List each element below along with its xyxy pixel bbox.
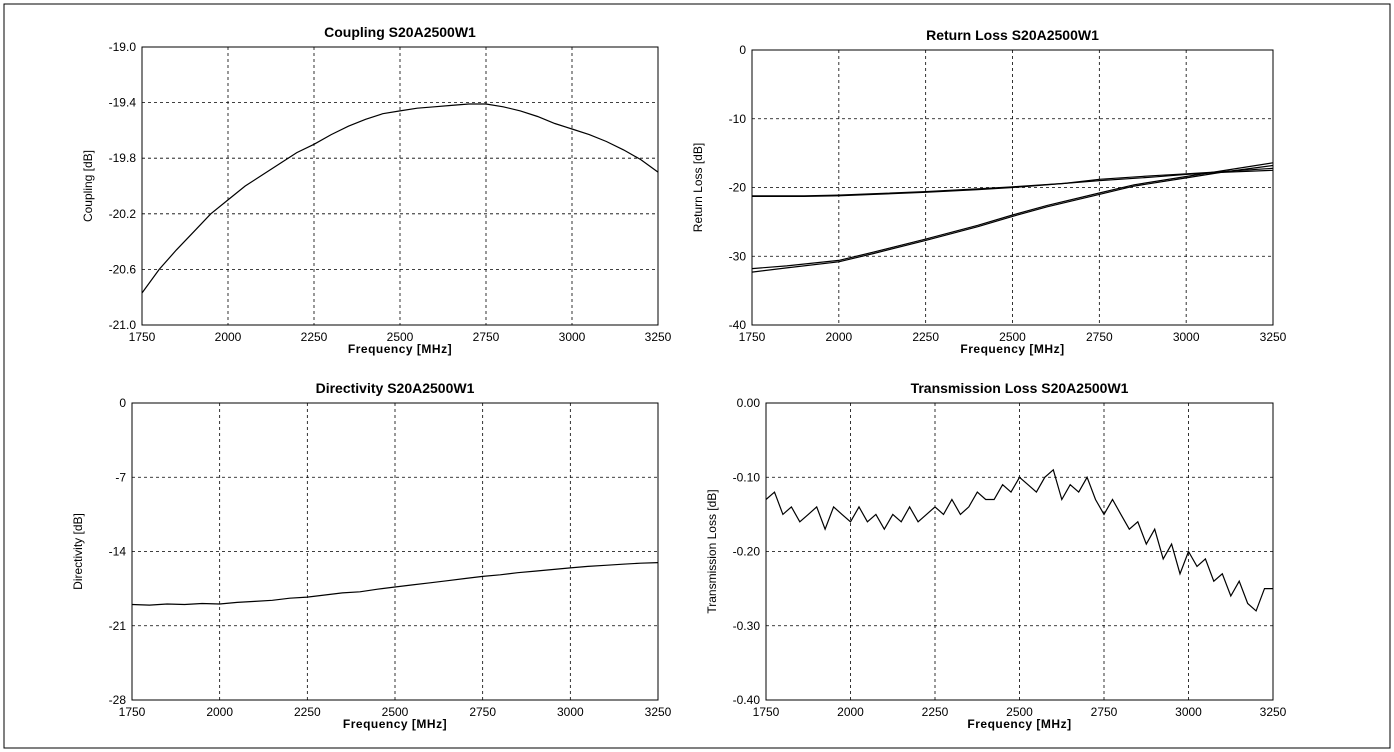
y-tick-label: -30: [729, 249, 747, 263]
x-tick-label: 2500: [387, 330, 414, 344]
x-tick-label: 2750: [1091, 705, 1118, 719]
coupling-title: Coupling S20A2500W1: [324, 24, 476, 40]
x-tick-label: 2250: [912, 330, 939, 344]
directivity-title: Directivity S20A2500W1: [316, 380, 475, 396]
y-tick-label: -0.10: [733, 470, 761, 484]
x-tick-label: 3000: [557, 705, 584, 719]
x-tick-label: 3250: [1260, 705, 1287, 719]
x-tick-label: 3000: [559, 330, 586, 344]
x-tick-label: 2250: [294, 705, 321, 719]
x-tick-label: 2000: [215, 330, 242, 344]
x-tick-label: 2750: [1086, 330, 1113, 344]
x-tick-label: 3250: [645, 330, 672, 344]
transmission-loss-y-ticks: 0.00 -0.10 -0.20 -0.30 -0.40: [733, 396, 761, 707]
x-tick-label: 1750: [119, 705, 146, 719]
y-tick-label: 0.00: [737, 396, 761, 410]
y-tick-label: 0: [739, 43, 746, 57]
directivity-chart: 1750 2000 2250 2500 2750 3000 3250 0 -7 -14 -21 -2…: [71, 380, 672, 731]
y-tick-label: -0.20: [733, 545, 761, 559]
x-tick-label: 3000: [1173, 330, 1200, 344]
x-tick-label: 1750: [739, 330, 766, 344]
x-tick-label: 1750: [129, 330, 156, 344]
series-line: [141, 103, 659, 294]
return-loss-title: Return Loss S20A2500W1: [926, 27, 1099, 43]
y-tick-label: -20.2: [109, 207, 137, 221]
directivity-x-axis-label: Frequency [MHz]: [343, 717, 447, 731]
directivity-x-ticks: 1750 2000 2250 2500 2750 3000 3250: [119, 705, 672, 719]
transmission-loss-y-axis-label: Transmission Loss [dB]: [705, 489, 719, 613]
x-tick-label: 2250: [301, 330, 328, 344]
x-tick-label: 1750: [753, 705, 780, 719]
series-line: [751, 162, 1274, 270]
x-tick-label: 2750: [473, 330, 500, 344]
y-tick-label: -21: [109, 619, 127, 633]
y-tick-label: -20.6: [109, 262, 137, 276]
series-line: [752, 167, 1274, 197]
coupling-series: [141, 103, 659, 294]
coupling-y-ticks: -19.0 -19.4 -19.8 -20.2 -20.6 -21.0: [109, 40, 137, 332]
y-tick-label: -19.4: [109, 96, 137, 110]
series-line: [131, 562, 659, 606]
y-tick-label: -0.40: [733, 693, 761, 707]
directivity-gridlines: [132, 403, 658, 700]
x-tick-label: 2250: [922, 705, 949, 719]
return-loss-y-ticks: 0 -10 -20 -30 -40: [729, 43, 747, 332]
transmission-loss-series: [765, 468, 1273, 612]
series-line: [751, 164, 1274, 273]
x-tick-label: 2750: [469, 705, 496, 719]
x-tick-label: 2000: [837, 705, 864, 719]
transmission-loss-title: Transmission Loss S20A2500W1: [911, 380, 1129, 396]
y-tick-label: -7: [115, 470, 126, 484]
directivity-y-axis-label: Directivity [dB]: [71, 513, 85, 590]
coupling-chart: 1750 2000 2250 2500 2750 3000 3250 -19.0-19.4-…: [81, 24, 672, 356]
y-tick-label: -19.8: [109, 151, 137, 165]
return-loss-x-ticks: 1750 2000 2250 2500 2750 3000 3250: [739, 330, 1287, 344]
y-tick-label: -21.0: [109, 318, 137, 332]
return-loss-chart: 1750 2000 2250 2500 2750 3000 3250 0 -10 -20 -30 -…: [691, 27, 1287, 356]
y-tick-label: -14: [109, 545, 127, 559]
x-tick-label: 3000: [1175, 705, 1202, 719]
y-tick-label: 0: [119, 396, 126, 410]
return-loss-series: [751, 162, 1274, 273]
y-tick-label: -40: [729, 318, 747, 332]
return-loss-y-axis-label: Return Loss [dB]: [691, 143, 705, 232]
transmission-loss-x-axis-label: Frequency [MHz]: [967, 717, 1071, 731]
coupling-x-ticks: 1750 2000 2250 2500 2750 3000 3250: [129, 330, 672, 344]
transmission-loss-gridlines: [766, 403, 1273, 700]
x-tick-label: 2500: [999, 330, 1026, 344]
y-tick-label: -0.30: [733, 619, 761, 633]
directivity-y-ticks: 0 -7 -14 -21 -28: [109, 396, 127, 707]
y-tick-label: -28: [109, 693, 127, 707]
x-tick-label: 3250: [645, 705, 672, 719]
coupling-y-axis-label: Coupling [dB]: [81, 150, 95, 222]
x-tick-label: 2500: [382, 705, 409, 719]
coupling-x-axis-label: Frequency [MHz]: [348, 342, 452, 356]
return-loss-x-axis-label: Frequency [MHz]: [960, 342, 1064, 356]
x-tick-label: 2500: [1006, 705, 1033, 719]
y-tick-label: -19.0: [109, 40, 137, 54]
directivity-series: [131, 562, 659, 606]
series-line: [765, 468, 1273, 612]
y-tick-label: -10: [729, 112, 747, 126]
transmission-loss-chart: 1750 2000 2250 2500 2750 3000 3250 0.00 -0.10 -0…: [705, 380, 1287, 731]
transmission-loss-x-ticks: 1750 2000 2250 2500 2750 3000 3250: [753, 705, 1287, 719]
x-tick-label: 2000: [206, 705, 233, 719]
x-tick-label: 2000: [825, 330, 852, 344]
coupling-gridlines: [142, 47, 658, 325]
x-tick-label: 3250: [1260, 330, 1287, 344]
y-tick-label: -20: [729, 181, 747, 195]
